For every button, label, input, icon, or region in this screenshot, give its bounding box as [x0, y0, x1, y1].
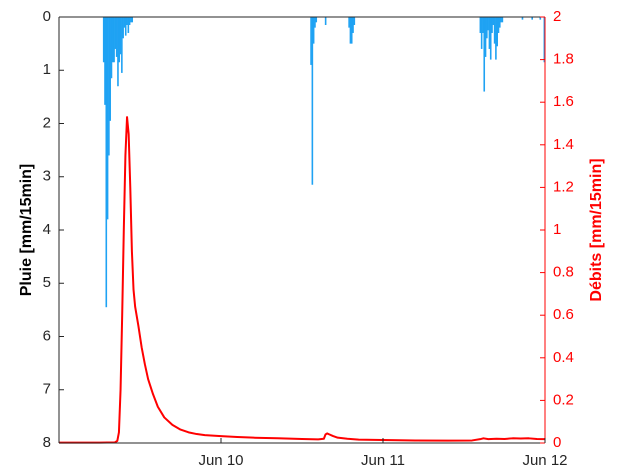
right-tick-label-9: 1.8 — [553, 51, 574, 68]
rain-bar-42 — [489, 17, 492, 60]
ticks: 0 1 2 3 4 5 6 7 8 0 0.2 0.4 0.6 0.8 1 1.2 1.4 1.6 1.8 2 Jun … — [43, 8, 574, 469]
rain-bar-18 — [126, 17, 128, 25]
left-tick-label-5: 5 — [43, 274, 51, 291]
right-tick-label-5: 1 — [553, 221, 561, 238]
rain-bar-22 — [131, 17, 134, 23]
rain-bar-30 — [349, 17, 352, 44]
right-axis-label: Débits [mm/15min] — [588, 158, 605, 301]
rain-bar-28 — [324, 17, 327, 25]
rain-bar-11 — [117, 17, 119, 87]
rain-bar-44 — [492, 17, 495, 25]
right-tick-label-1: 0.2 — [553, 391, 574, 408]
rain-bar-53 — [531, 17, 533, 20]
rain-bars — [102, 17, 546, 308]
rain-bar-46 — [495, 17, 497, 60]
right-tick-label-7: 1.4 — [553, 136, 574, 153]
right-tick-label-10: 2 — [553, 8, 561, 25]
rain-bar-6 — [110, 17, 113, 79]
rain-bar-17 — [124, 17, 127, 36]
left-tick-label-3: 3 — [43, 168, 51, 185]
rain-bar-0 — [102, 17, 105, 63]
rain-bar-47 — [496, 17, 498, 47]
rain-bar-24 — [311, 17, 314, 185]
rain-bar-12 — [118, 17, 121, 63]
rain-bar-14 — [121, 17, 123, 73]
rain-bar-29 — [348, 17, 350, 28]
rain-bar-25 — [312, 17, 315, 44]
rain-bar-23 — [310, 17, 312, 65]
rain-bar-33 — [353, 17, 356, 25]
plot-area — [59, 17, 545, 443]
rain-bar-50 — [500, 17, 502, 23]
rain-bar-15 — [122, 17, 124, 39]
rain-bar-3 — [106, 17, 109, 220]
right-tick-label-0: 0 — [553, 434, 561, 451]
rain-bar-5 — [109, 17, 111, 121]
rain-bar-54 — [539, 17, 542, 20]
rain-bar-20 — [128, 17, 131, 25]
rain-bar-45 — [493, 17, 496, 44]
rain-bar-52 — [521, 17, 524, 20]
right-tick-label-6: 1.2 — [553, 178, 574, 195]
rain-bar-13 — [119, 17, 122, 55]
left-tick-label-6: 6 — [43, 327, 51, 344]
rain-bar-55 — [543, 17, 546, 63]
x-tick-label-2: Jun 12 — [522, 452, 567, 469]
rain-bar-32 — [352, 17, 354, 33]
rain-bar-41 — [488, 17, 491, 49]
rain-bar-27 — [315, 17, 318, 23]
left-tick-label-0: 0 — [43, 8, 51, 25]
flow-line — [59, 116, 546, 444]
rain-bar-26 — [314, 17, 316, 28]
flow-series — [59, 116, 546, 444]
rain-bar-10 — [115, 17, 118, 57]
rain-bar-48 — [497, 17, 500, 33]
x-tick-label-0: Jun 10 — [198, 452, 243, 469]
left-tick-label-4: 4 — [43, 221, 51, 238]
rain-bar-34 — [479, 17, 482, 33]
left-axis-label: Pluie [mm/15min] — [18, 164, 35, 296]
rain-bar-43 — [491, 17, 493, 33]
right-tick-label-2: 0.4 — [553, 349, 574, 366]
rain-bar-21 — [130, 17, 132, 23]
left-tick-label-2: 2 — [43, 114, 51, 131]
rain-bar-7 — [111, 17, 114, 63]
rain-bar-9 — [114, 17, 117, 49]
rain-bar-4 — [108, 17, 110, 156]
left-tick-label-7: 7 — [43, 381, 51, 398]
right-tick-label-8: 1.6 — [553, 93, 574, 110]
rain-bar-2 — [105, 17, 108, 308]
rain-bar-1 — [104, 17, 106, 105]
rain-bar-38 — [484, 17, 487, 57]
x-tick-label-1: Jun 11 — [361, 452, 405, 469]
rain-bar-19 — [127, 17, 130, 33]
rain-bar-51 — [501, 17, 504, 23]
rain-bar-36 — [482, 17, 484, 33]
left-tick-label-8: 8 — [43, 434, 51, 451]
rain-bar-31 — [350, 17, 353, 44]
rain-bar-8 — [113, 17, 115, 63]
left-tick-label-1: 1 — [43, 61, 51, 78]
rain-bar-49 — [498, 17, 501, 28]
rain-bar-40 — [487, 17, 489, 31]
rain-bar-35 — [480, 17, 483, 49]
right-tick-label-4: 0.8 — [553, 264, 574, 281]
right-tick-label-3: 0.6 — [553, 306, 574, 323]
rain-bar-39 — [486, 17, 488, 39]
rain-bar-37 — [483, 17, 486, 92]
rain-bar-16 — [123, 17, 126, 28]
